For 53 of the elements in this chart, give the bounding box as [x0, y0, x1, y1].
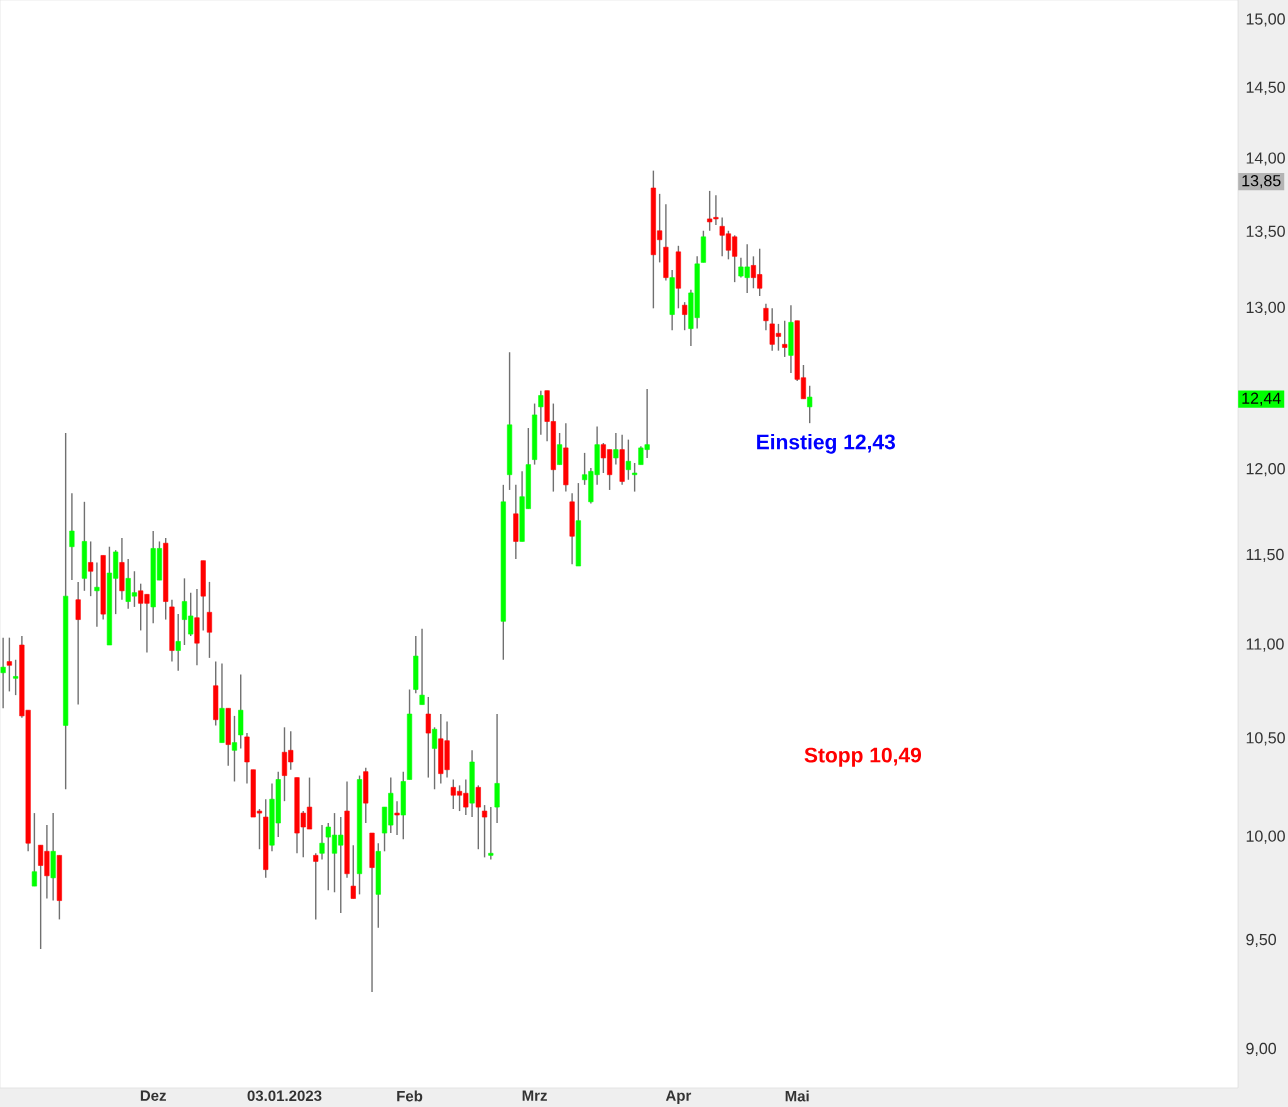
y-tick-label: 9,50 [1246, 933, 1277, 948]
candlestick [807, 385, 813, 424]
y-tick-label: 11,50 [1246, 548, 1284, 563]
y-tick-label: 14,00 [1246, 152, 1285, 166]
candlestick [488, 806, 494, 861]
candlestick [231, 715, 238, 783]
candlestick [350, 844, 356, 900]
candlestick [419, 627, 425, 706]
candlestick [394, 800, 400, 836]
y-tick-label: 13,00 [1246, 301, 1285, 315]
candlestick [782, 320, 788, 358]
candlestick [682, 301, 688, 331]
x-tick-label: Dez [140, 1090, 166, 1101]
candlestick [613, 432, 619, 466]
y-tick-label: 10,00 [1246, 830, 1285, 844]
candlestick [313, 852, 319, 921]
x-tick-label: 03.01.2023 [247, 1090, 322, 1102]
annotation: Einstieg 12,43 [757, 433, 895, 454]
candlestick [75, 581, 81, 706]
candlestick [175, 613, 181, 672]
candlestick [0, 636, 6, 710]
y-tick-label: 15,00 [1246, 13, 1285, 27]
x-tick-label: Mai [785, 1090, 809, 1102]
candlestick [625, 438, 631, 481]
y-tick-label: 9,00 [1246, 1042, 1277, 1057]
candlestick [632, 462, 638, 493]
candlestick [94, 561, 100, 628]
candlestick [319, 824, 325, 861]
candlestick [763, 303, 769, 331]
candlestick [88, 540, 94, 597]
x-tick-label: Apr [665, 1090, 692, 1104]
candlestick [69, 492, 75, 581]
candlestick [475, 784, 481, 850]
y-tick-label: 11,00 [1246, 638, 1284, 652]
candlestick [6, 636, 12, 693]
y-tick-label: 13,50 [1246, 225, 1285, 239]
candlestick [206, 581, 213, 659]
candlestick [482, 804, 488, 859]
annotation: Stopp 10,49 [804, 747, 922, 767]
y-tick-label: 14,50 [1246, 81, 1285, 95]
candlestick [538, 389, 544, 436]
x-tick-label: Feb [397, 1090, 423, 1102]
candlestick [425, 696, 431, 779]
y-tick-label: 10,50 [1246, 732, 1285, 746]
text: 13,85 [1242, 175, 1281, 189]
y-tick-label: 12,00 [1246, 463, 1285, 477]
candlestick [31, 812, 37, 887]
candlestick [494, 713, 500, 824]
candlestick [557, 432, 563, 466]
candlestick [13, 659, 19, 696]
x-tick-label: Mrz [522, 1090, 547, 1101]
candlestick [432, 726, 438, 790]
text: 12,44 [1242, 392, 1281, 406]
